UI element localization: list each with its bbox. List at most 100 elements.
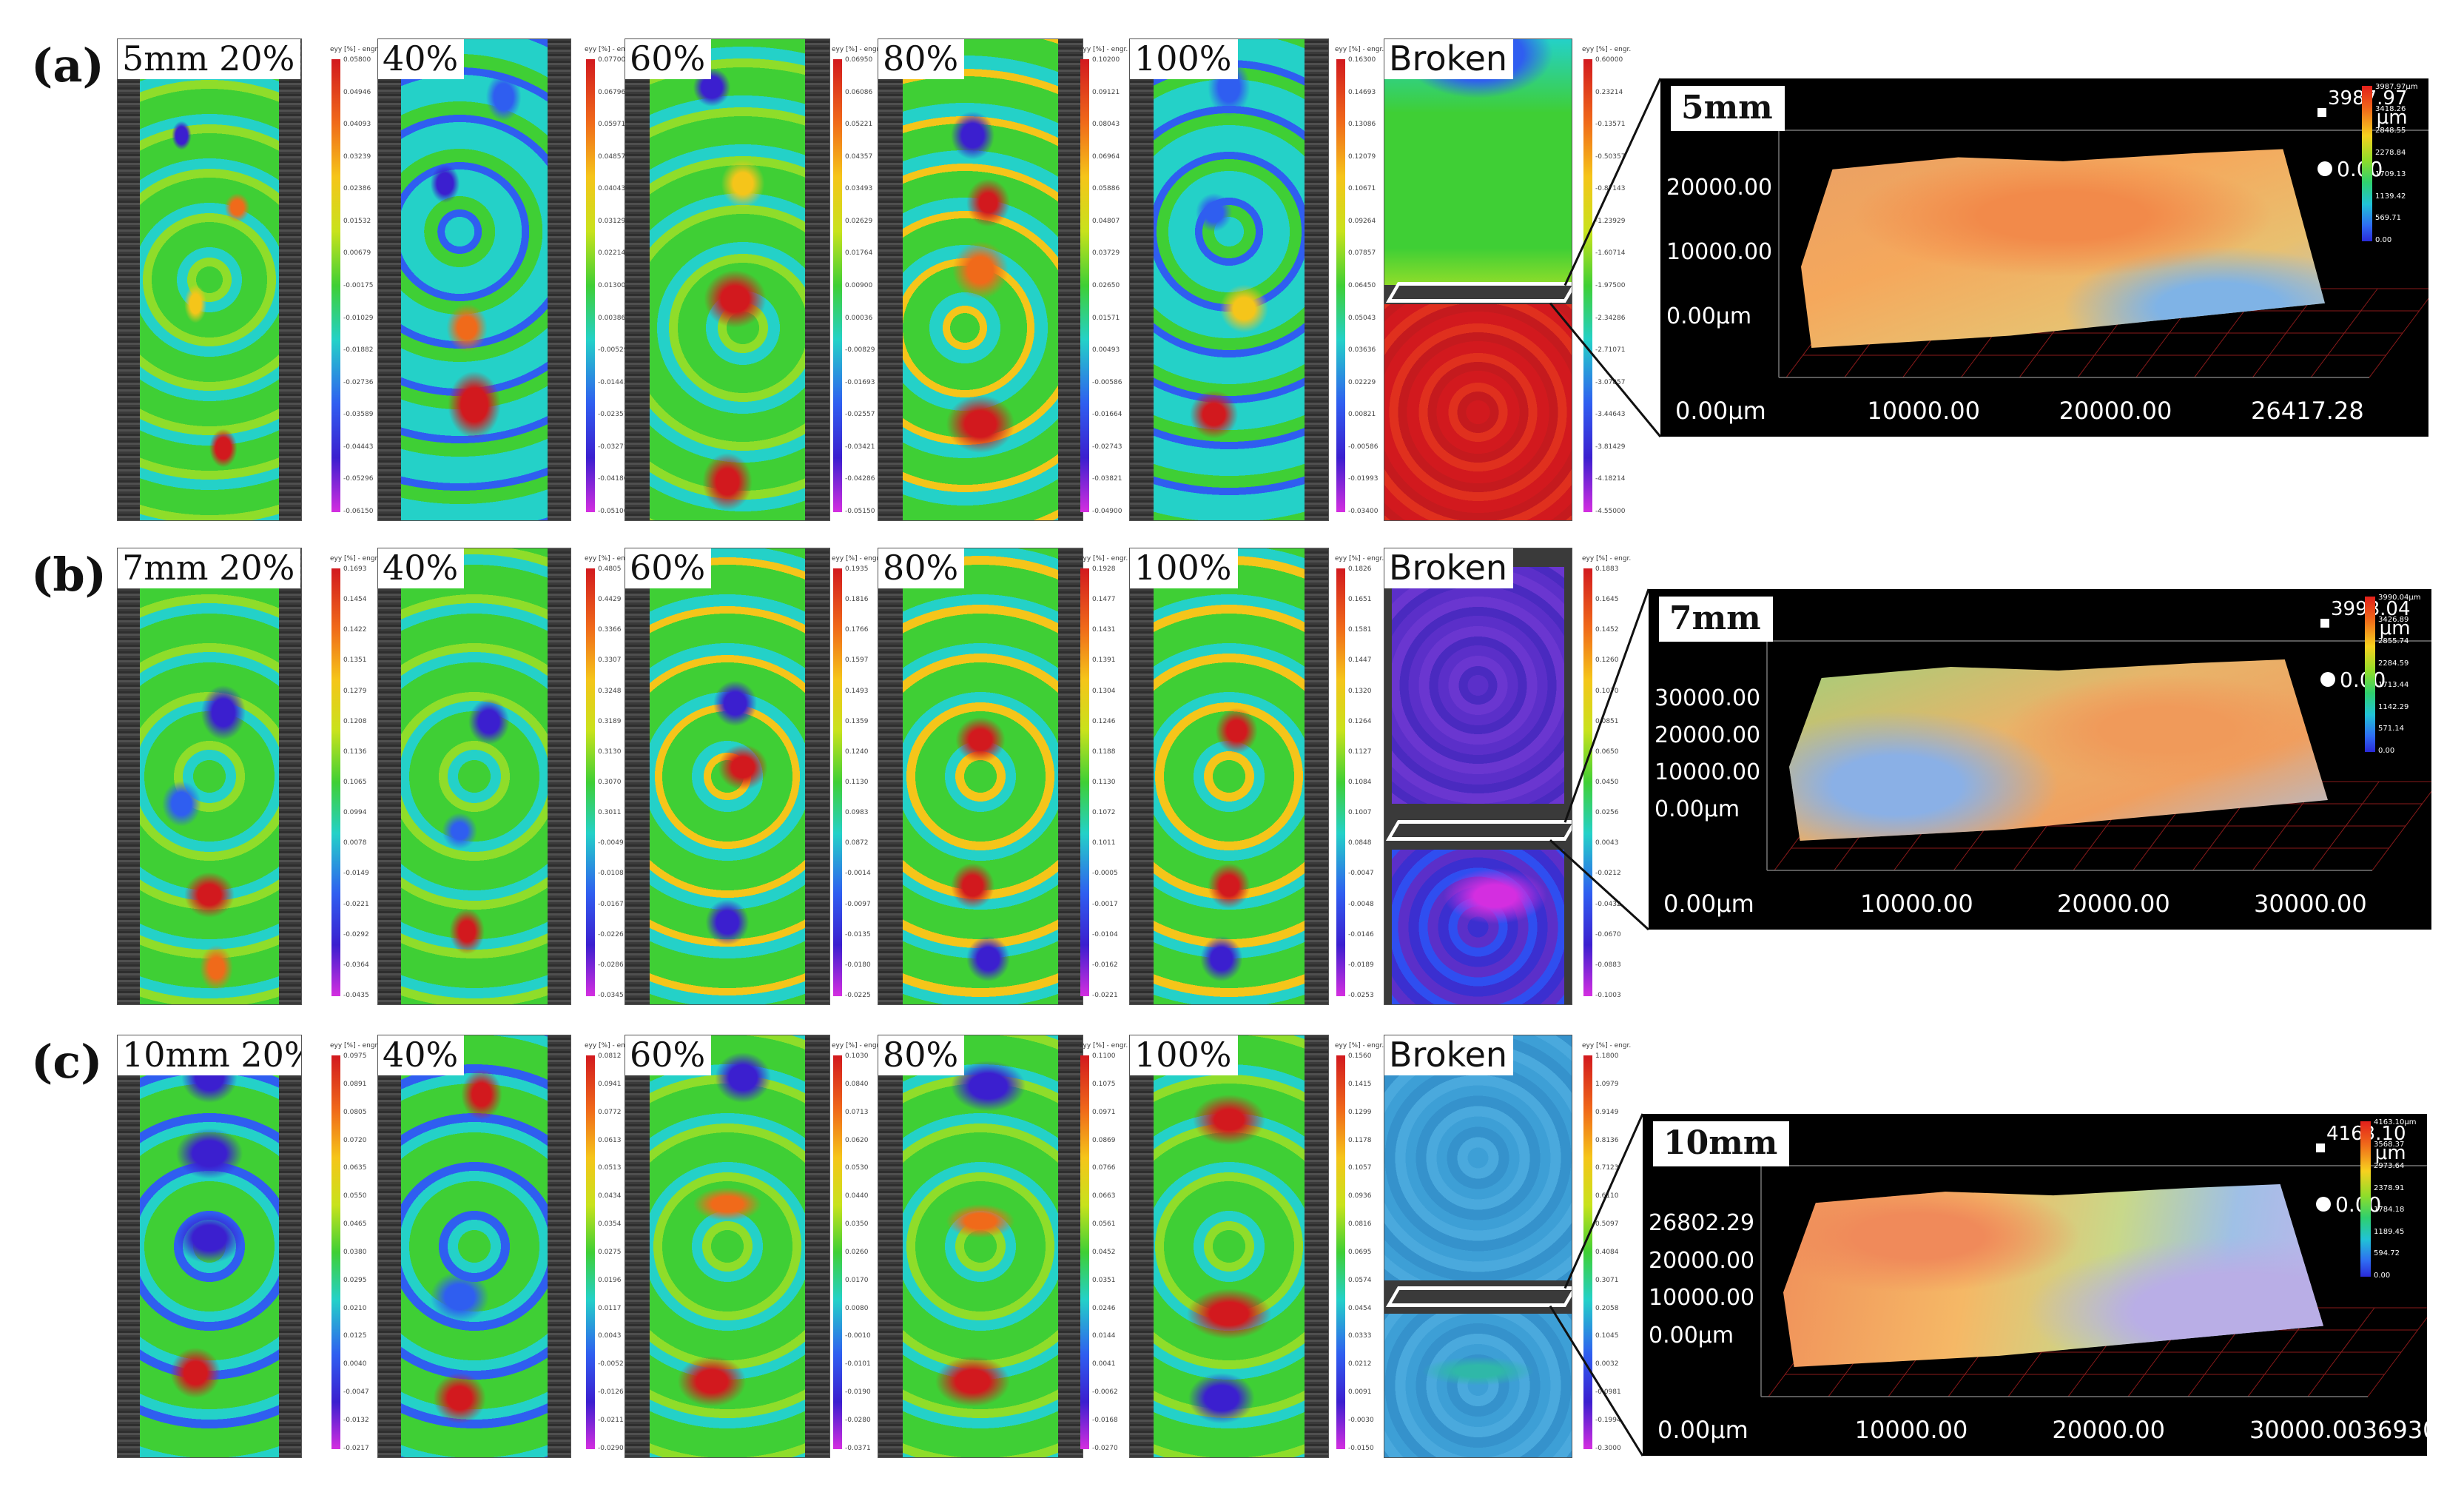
colorbar-tick: -0.05296 xyxy=(343,475,374,483)
colorbar-ticks: 0.1560 0.1415 0.1299 0.1178 0.1057 0.0936 0.08… xyxy=(1348,1052,1374,1452)
colorbar-tick: 1.0979 xyxy=(1595,1080,1619,1088)
strain-map-b-3: 60% xyxy=(625,548,830,1005)
colorbar-tick: -0.04186 xyxy=(598,475,628,483)
row-label-c: (c) xyxy=(31,1035,103,1089)
colorbar-tick: -0.0670 xyxy=(1595,930,1621,938)
colorbar-tick: -0.0371 xyxy=(845,1444,871,1452)
colorbar-tick: -0.0097 xyxy=(845,900,871,908)
colorbar-title: eyy [%] - engr. xyxy=(1079,46,1128,53)
colorbar-tick: 0.0635 xyxy=(343,1164,367,1172)
x-tick: 0.00μm xyxy=(1675,397,1766,425)
colorbar-title: eyy [%] - engr. xyxy=(1079,555,1128,562)
colorbar-tick: -0.0364 xyxy=(343,961,369,969)
scale-tick: 3426.89 xyxy=(2378,615,2409,624)
colorbar-tick: -0.0212 xyxy=(1595,870,1621,878)
colorbar-tick: 0.0561 xyxy=(1092,1220,1116,1229)
colorbar-tick: 0.03729 xyxy=(1092,249,1120,258)
colorbar-tick: -0.02736 xyxy=(343,378,374,386)
strain-map-b-1: 7mm 20% xyxy=(117,548,302,1005)
colorbar-tick: -0.0189 xyxy=(1348,961,1374,969)
colorbar-tick: 0.03493 xyxy=(845,185,873,193)
colorbar-tick: 0.0210 xyxy=(343,1304,367,1312)
colorbar-tick: 0.1320 xyxy=(1348,687,1372,695)
x-tick: 0.00μm xyxy=(1663,890,1754,918)
colorbar xyxy=(1080,568,1089,996)
panel-label: 80% xyxy=(878,1035,965,1076)
height-colorscale-ticks: 4163.10μm 3568.37 2973.64 2378.91 1784.18 118… xyxy=(2374,1118,2416,1280)
colorbar-tick: -0.13571 xyxy=(1595,121,1626,129)
colorbar-tick: -0.0149 xyxy=(343,870,369,878)
colorbar-tick: 0.1651 xyxy=(1348,596,1372,604)
colorbar xyxy=(1336,568,1345,996)
specimen-edge xyxy=(625,1035,650,1457)
colorbar-tick: -0.0211 xyxy=(598,1416,624,1424)
scale-tick: 594.72 xyxy=(2374,1249,2400,1258)
scale-tick: 2284.59 xyxy=(2378,659,2409,668)
colorbar-tick: 0.0117 xyxy=(598,1304,622,1312)
colorbar-tick: 0.1391 xyxy=(1092,656,1116,665)
colorbar-tick: 0.1065 xyxy=(343,778,367,786)
colorbar-tick: 0.0032 xyxy=(1595,1360,1619,1368)
y-tick: 20000.00 xyxy=(1649,1247,1755,1274)
thickness-label: 10mm xyxy=(1653,1121,1790,1166)
colorbar-tick: 0.1279 xyxy=(343,687,367,695)
colorbar-tick: 0.0041 xyxy=(1092,1360,1116,1368)
colorbar-tick: 0.0440 xyxy=(845,1192,869,1200)
scale-tick: 3990.04μm xyxy=(2378,594,2421,602)
surface-topography-c: 10mm 4163.10μm 0.00 26802.29 20000.00 10000.0… xyxy=(1643,1114,2427,1456)
strain-field xyxy=(139,548,280,1004)
x-tick: 10000.00 xyxy=(1860,890,1973,918)
broken-specimen-c-6: Broken xyxy=(1384,1035,1572,1458)
colorbar-tick: 0.0851 xyxy=(1595,717,1619,725)
colorbar-tick: 0.0450 xyxy=(1595,778,1619,786)
strain-field xyxy=(139,39,280,520)
colorbar-tick: -4.55000 xyxy=(1595,507,1626,515)
colorbar-tick: 0.0983 xyxy=(845,809,869,817)
axis-frame xyxy=(1760,1165,2427,1397)
panel-label: Broken xyxy=(1384,548,1514,589)
y-tick: 10000.00 xyxy=(1649,1285,1755,1311)
x-tick: 30000.0036930.89 xyxy=(2249,1416,2427,1444)
colorbar-tick: 0.0574 xyxy=(1348,1276,1372,1284)
colorbar-title: eyy [%] - engr. xyxy=(330,555,380,562)
colorbar-tick: -0.04443 xyxy=(343,443,374,451)
colorbar-tick: 0.2058 xyxy=(1595,1304,1619,1312)
colorbar-tick: 0.02629 xyxy=(845,217,873,225)
scale-tick: 1189.45 xyxy=(2374,1227,2405,1236)
colorbar-tick: 0.1477 xyxy=(1092,596,1116,604)
strain-field xyxy=(139,1035,280,1457)
colorbar-tick: 0.10200 xyxy=(1092,56,1120,64)
zmax-marker xyxy=(2320,619,2329,628)
colorbar-tick: 0.16300 xyxy=(1348,56,1376,64)
colorbar-title: eyy [%] - engr. xyxy=(330,1042,380,1049)
colorbar-tick: -0.0162 xyxy=(1092,961,1118,969)
colorbar-tick: 0.01532 xyxy=(343,217,371,225)
colorbar-tick: 0.03239 xyxy=(343,152,371,161)
colorbar-tick: -0.0150 xyxy=(1348,1444,1374,1452)
zmin-value: 0.00 xyxy=(2337,157,2383,181)
colorbar-tick: -0.0435 xyxy=(343,991,369,999)
connector-line xyxy=(1549,839,1650,931)
scale-tick: 3418.26 xyxy=(2375,104,2406,113)
colorbar-tick: -3.07857 xyxy=(1595,378,1626,386)
specimen-edge xyxy=(1304,1035,1328,1457)
colorbar-tick: 0.0350 xyxy=(845,1220,869,1229)
scale-tick: 1142.29 xyxy=(2378,702,2409,711)
scale-tick: 2855.74 xyxy=(2378,637,2409,646)
colorbar-tick: 0.0663 xyxy=(1092,1192,1116,1200)
colorbar xyxy=(1583,568,1592,996)
colorbar-title: eyy [%] - engr. xyxy=(1335,1042,1384,1049)
colorbar-tick: 0.06964 xyxy=(1092,152,1120,161)
specimen-edge xyxy=(547,548,570,1004)
colorbar-tick: 0.1240 xyxy=(845,748,869,756)
colorbar-tick: 0.1084 xyxy=(1348,778,1372,786)
height-colorscale xyxy=(2360,1121,2371,1277)
colorbar xyxy=(586,59,595,512)
strain-map-a-5: 100% xyxy=(1129,38,1329,521)
colorbar-tick: 0.1260 xyxy=(1595,656,1619,665)
strain-map-c-1: 10mm 20% xyxy=(117,1035,302,1458)
colorbar-tick: 0.02214 xyxy=(598,249,626,258)
colorbar-tick: 0.1928 xyxy=(1092,565,1116,573)
colorbar-tick: 0.0812 xyxy=(598,1052,622,1060)
